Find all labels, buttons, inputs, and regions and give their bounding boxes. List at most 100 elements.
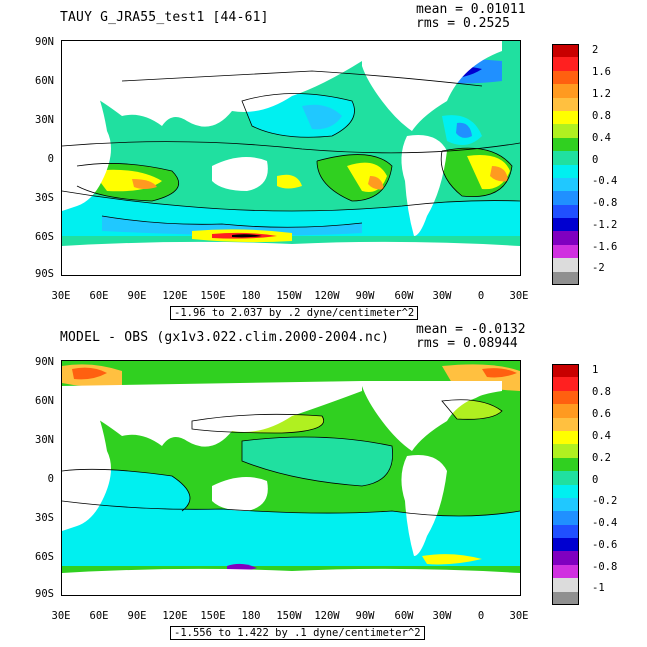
north-pacific-strong: [302, 104, 342, 130]
lat-label: 60S: [35, 551, 54, 563]
lon-label: 90W: [355, 290, 375, 302]
colorbar-swatch: [552, 390, 579, 405]
lat-label: 30S: [35, 192, 54, 204]
colorbar-label: -1: [592, 582, 605, 594]
colorbar-swatch: [552, 44, 579, 58]
colorbar-label: 1.2: [592, 88, 611, 100]
colorbar: [552, 364, 579, 606]
contour-line: [316, 154, 393, 202]
colorbar-label: -0.4: [592, 517, 618, 529]
range-label: -1.96 to 2.037 by .2 dyne/centimeter^2: [170, 306, 419, 320]
colorbar-swatch: [552, 404, 579, 418]
lon-label: 120E: [162, 610, 188, 622]
greenland-land: [442, 41, 492, 69]
lon-label: 150W: [276, 610, 302, 622]
contour-line: [121, 70, 483, 87]
colorbar-swatch: [552, 538, 579, 552]
colorbar-swatch: [552, 218, 579, 232]
colorbar-swatch: [552, 591, 579, 606]
colorbar-swatch: [552, 124, 579, 138]
colorbar-label: 0.8: [592, 386, 611, 398]
panel-title: TAUY G_JRA55_test1 [44-61]: [60, 10, 269, 25]
lon-label: 60E: [89, 610, 109, 622]
colorbar-swatch: [552, 271, 579, 286]
panel-title: MODEL - OBS (gx1v3.022.clim.2000-2004.nc…: [60, 330, 390, 345]
lat-label: 0: [47, 153, 54, 165]
australia-land: [212, 477, 268, 511]
colorbar-swatch: [552, 57, 579, 71]
lat-label: 30N: [35, 434, 54, 446]
colorbar-label: 0: [592, 474, 599, 486]
contour-line: [241, 93, 355, 138]
australia-land: [212, 157, 268, 191]
map-svg: [62, 361, 520, 595]
colorbar-label: -0.6: [592, 539, 618, 551]
colorbar-label: -1.2: [592, 219, 618, 231]
land-masses: [62, 41, 520, 275]
colorbar-label: 0.8: [592, 110, 611, 122]
lon-label: 180: [241, 290, 261, 302]
lon-label: 90W: [355, 610, 375, 622]
east-pacific-peak: [368, 176, 384, 190]
contour-line: [101, 215, 363, 228]
contour-lines: [62, 70, 520, 228]
colorbar-swatch: [552, 110, 579, 125]
east-pacific-negative: [242, 437, 393, 486]
antarctica-land: [62, 241, 520, 275]
lon-label: 0: [477, 290, 485, 302]
colorbar-swatch: [552, 578, 579, 592]
colorbar-swatch: [552, 70, 579, 85]
colorbar-swatch: [552, 258, 579, 272]
lon-label: 30E: [509, 610, 529, 622]
colorbar-swatch: [552, 84, 579, 98]
top-panel: TAUY G_JRA55_test1 [44-61] mean = 0.0101…: [0, 0, 647, 320]
colorbar-swatch: [552, 457, 579, 472]
colorbar: [552, 44, 579, 286]
lon-label: 30E: [509, 290, 529, 302]
arctic-east-peak: [482, 368, 517, 378]
colorbar-swatch: [552, 204, 579, 219]
lat-label: 60N: [35, 395, 54, 407]
lat-label: 90N: [35, 36, 54, 48]
contour-line: [62, 500, 520, 517]
antarctic-core: [232, 234, 262, 238]
colorbar-label: 2: [592, 44, 599, 56]
antarctica-land: [62, 568, 520, 595]
colorbar-swatch: [552, 231, 579, 245]
colorbar-swatch: [552, 364, 579, 378]
africa-land: [62, 399, 111, 531]
south-atlantic-peak: [490, 166, 508, 182]
lon-label: 30E: [51, 610, 71, 622]
colorbar-swatch: [552, 417, 579, 431]
colorbar-swatch: [552, 524, 579, 539]
contour-line: [62, 190, 520, 212]
australia-strong: [277, 174, 302, 189]
map-plot: [61, 360, 521, 596]
contour-line: [441, 399, 503, 420]
colorbar-swatch: [552, 244, 579, 259]
lon-label: 180: [241, 610, 261, 622]
mean-stat: mean = 0.01011: [416, 2, 526, 17]
lon-label: 60W: [394, 290, 414, 302]
colorbar-swatch: [552, 377, 579, 391]
colorbar-label: 0.6: [592, 408, 611, 420]
arctic-peak: [72, 367, 107, 380]
lon-label: 60E: [89, 290, 109, 302]
contour-line: [76, 163, 179, 202]
lat-label: 0: [47, 473, 54, 485]
colorbar-swatch: [552, 551, 579, 565]
map-svg: [62, 41, 520, 275]
colorbar-swatch: [552, 430, 579, 445]
colorbar-swatch: [552, 191, 579, 205]
lat-label: 90N: [35, 356, 54, 368]
lon-label: 120W: [314, 610, 340, 622]
contour-line: [191, 413, 324, 434]
colorbar-label: 1.6: [592, 66, 611, 78]
colorbar-swatch: [552, 177, 579, 192]
lon-label: 120W: [314, 290, 340, 302]
lon-label: 30W: [432, 610, 452, 622]
contour-line: [241, 436, 394, 487]
asia-land: [62, 41, 362, 127]
colorbar-label: -2: [592, 262, 605, 274]
south-america-land: [401, 135, 447, 236]
